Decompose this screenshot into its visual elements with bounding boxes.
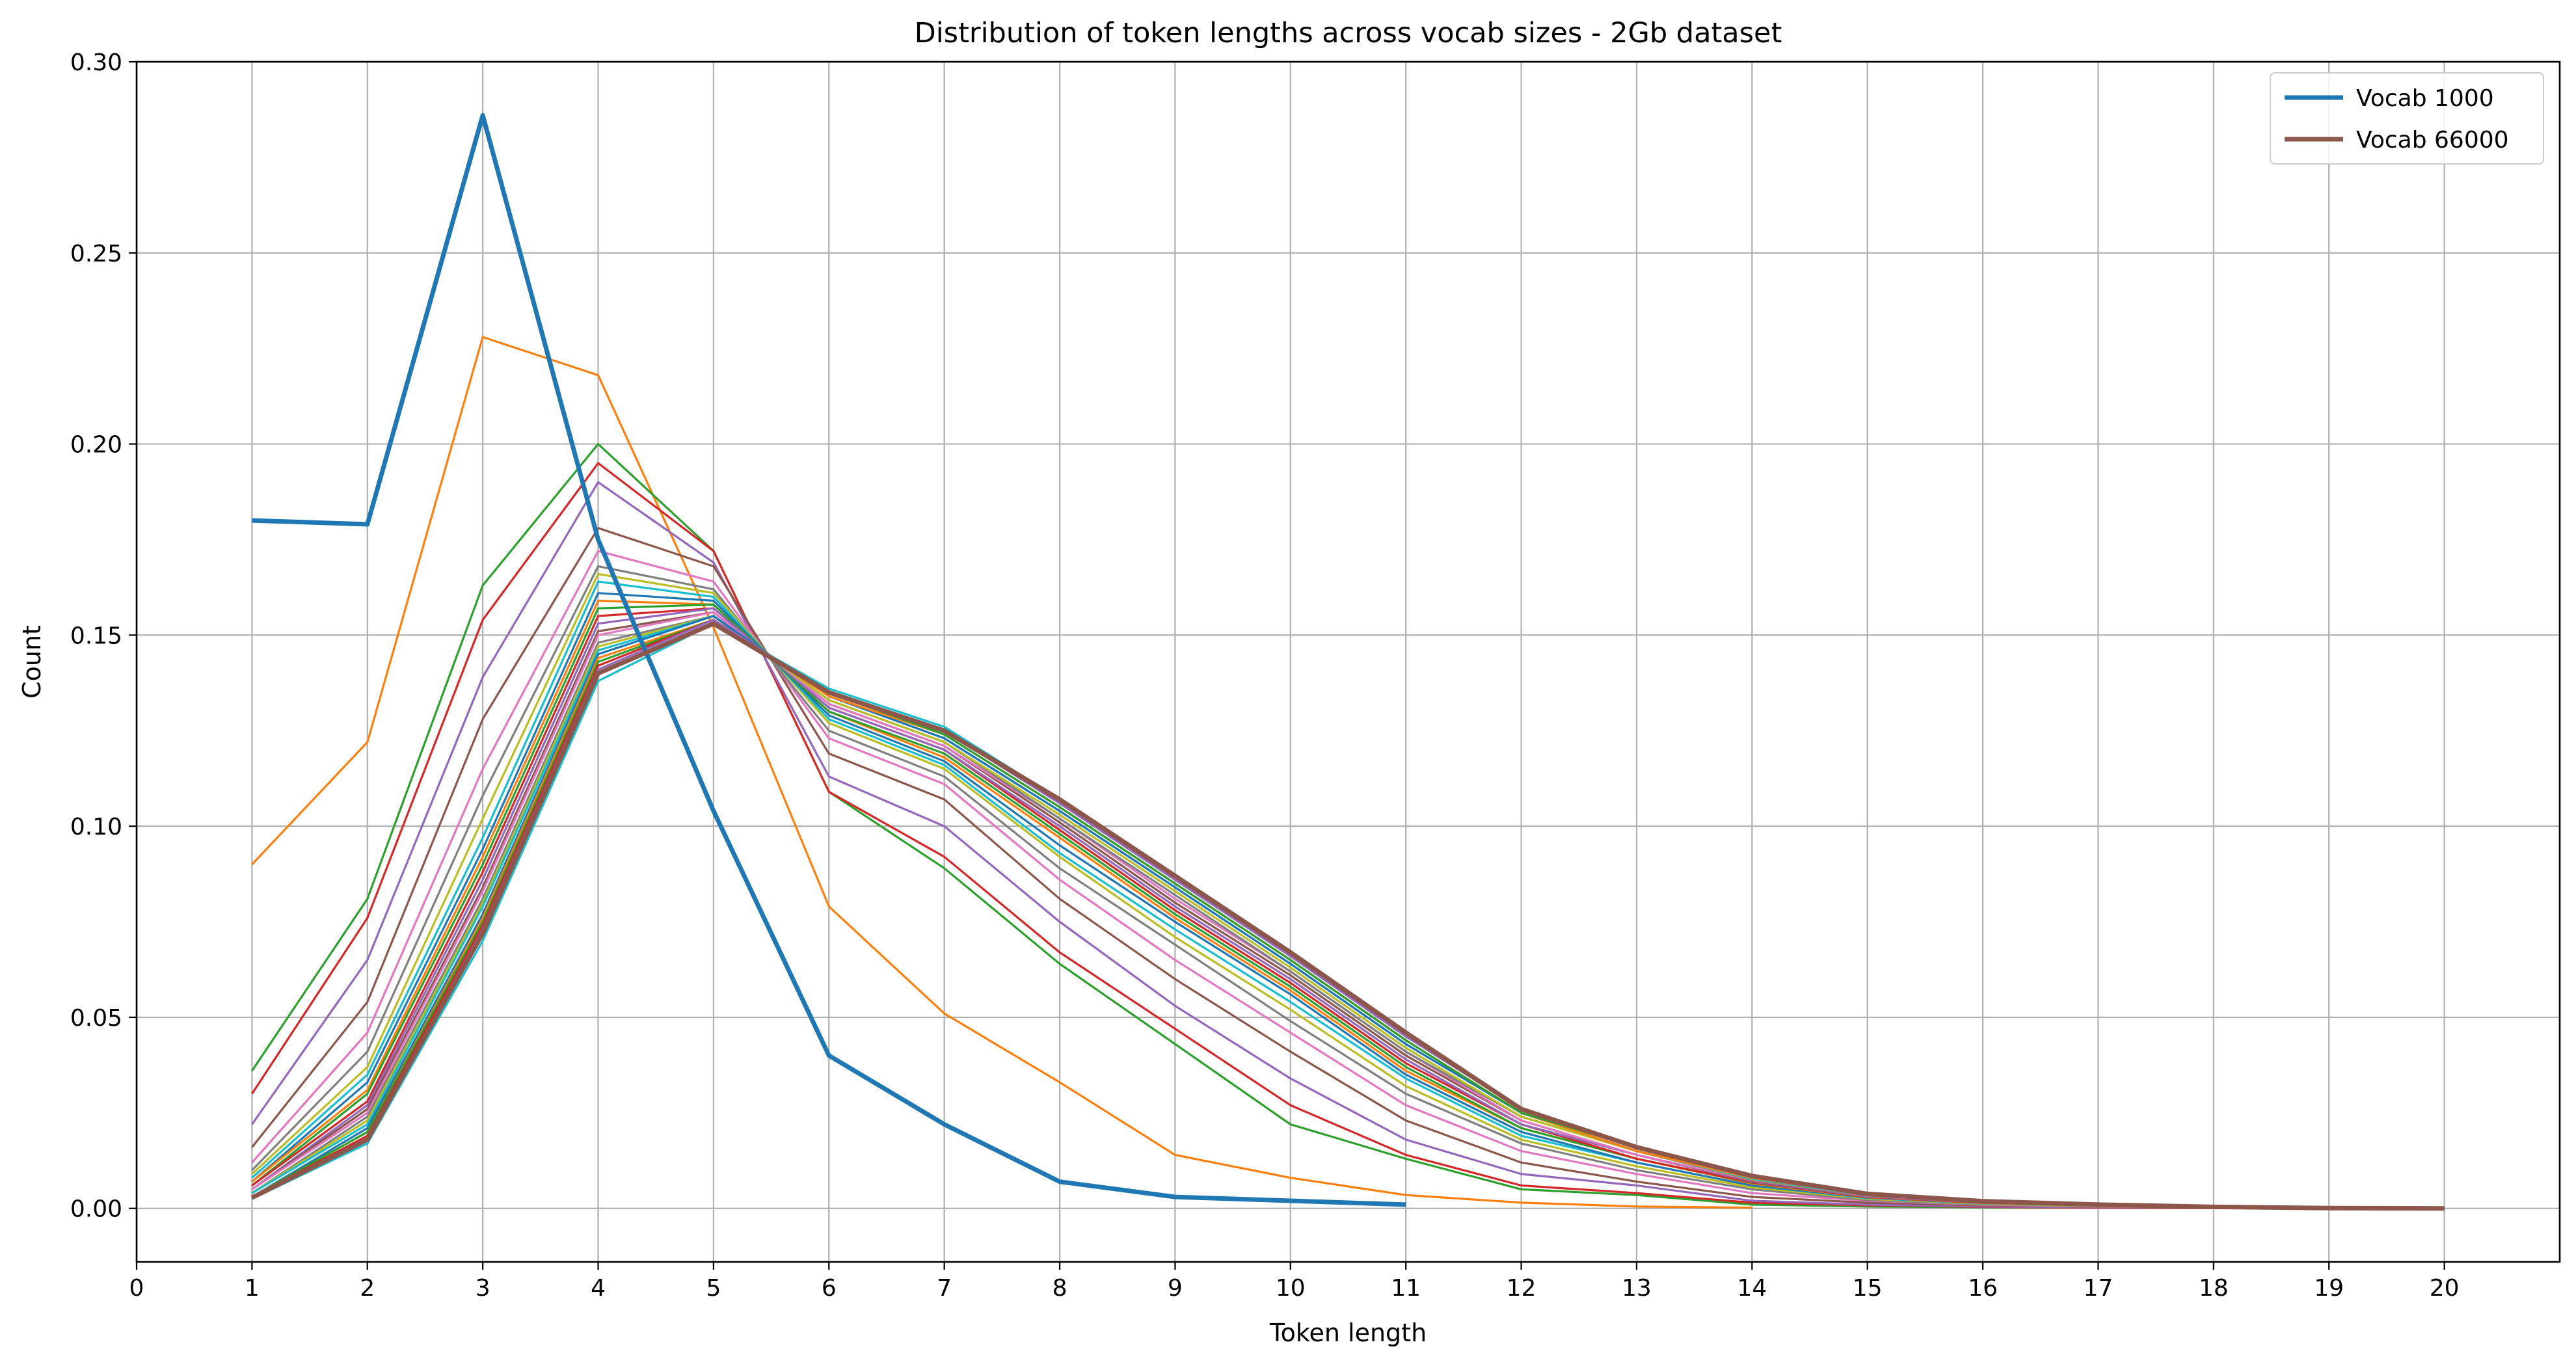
legend: Vocab 1000 Vocab 66000 xyxy=(2270,72,2544,165)
x-tick-label: 5 xyxy=(706,1275,721,1302)
x-tick-label: 19 xyxy=(2314,1275,2344,1302)
x-tick-label: 6 xyxy=(822,1275,837,1302)
x-tick-label: 12 xyxy=(1507,1275,1536,1302)
y-tick-label: 0.25 xyxy=(70,241,122,267)
series-line-26 xyxy=(250,621,2445,1211)
series-line-2 xyxy=(251,336,1752,1209)
y-tick-label: 0.05 xyxy=(70,1005,122,1032)
x-tick-label: 0 xyxy=(129,1275,144,1302)
x-tick-label: 9 xyxy=(1168,1275,1183,1302)
legend-label-vocab-1000: Vocab 1000 xyxy=(2356,85,2494,112)
x-tick-label: 13 xyxy=(1622,1275,1652,1302)
x-tick-label: 4 xyxy=(591,1275,606,1302)
x-tick-label: 18 xyxy=(2199,1275,2229,1302)
y-tick-label: 0.15 xyxy=(70,623,122,649)
y-axis-label: Count xyxy=(18,625,46,699)
series-line-1 xyxy=(252,113,1406,1207)
x-tick-label: 7 xyxy=(937,1275,952,1302)
x-tick-label: 11 xyxy=(1391,1275,1421,1302)
x-tick-label: 17 xyxy=(2084,1275,2113,1302)
chart-title: Distribution of token lengths across voc… xyxy=(915,17,1782,49)
x-tick-label: 8 xyxy=(1053,1275,1067,1302)
x-tick-label: 16 xyxy=(1968,1275,1998,1302)
y-tick-label: 0.20 xyxy=(70,432,122,459)
x-tick-label: 14 xyxy=(1737,1275,1767,1302)
x-axis-label: Token length xyxy=(1269,1319,1427,1347)
x-tick-label: 3 xyxy=(476,1275,490,1302)
x-tick-label: 20 xyxy=(2430,1275,2460,1302)
y-tick-label: 0.10 xyxy=(70,814,122,840)
x-tick-label: 15 xyxy=(1853,1275,1883,1302)
legend-label-vocab-66000: Vocab 66000 xyxy=(2356,127,2509,154)
y-tick-label: 0.00 xyxy=(70,1196,122,1223)
x-tick-label: 10 xyxy=(1276,1275,1306,1302)
series-lines xyxy=(250,113,2445,1211)
axis-ticks: 0 1 2 3 4 5 6 7 8 9 10 11 12 13 14 15 16 17 18 19 200.000.05… xyxy=(70,49,2460,1302)
x-tick-label: 1 xyxy=(245,1275,260,1302)
x-tick-label: 2 xyxy=(360,1275,375,1302)
plot-frame xyxy=(135,60,2561,1263)
y-tick-label: 0.30 xyxy=(70,49,122,76)
